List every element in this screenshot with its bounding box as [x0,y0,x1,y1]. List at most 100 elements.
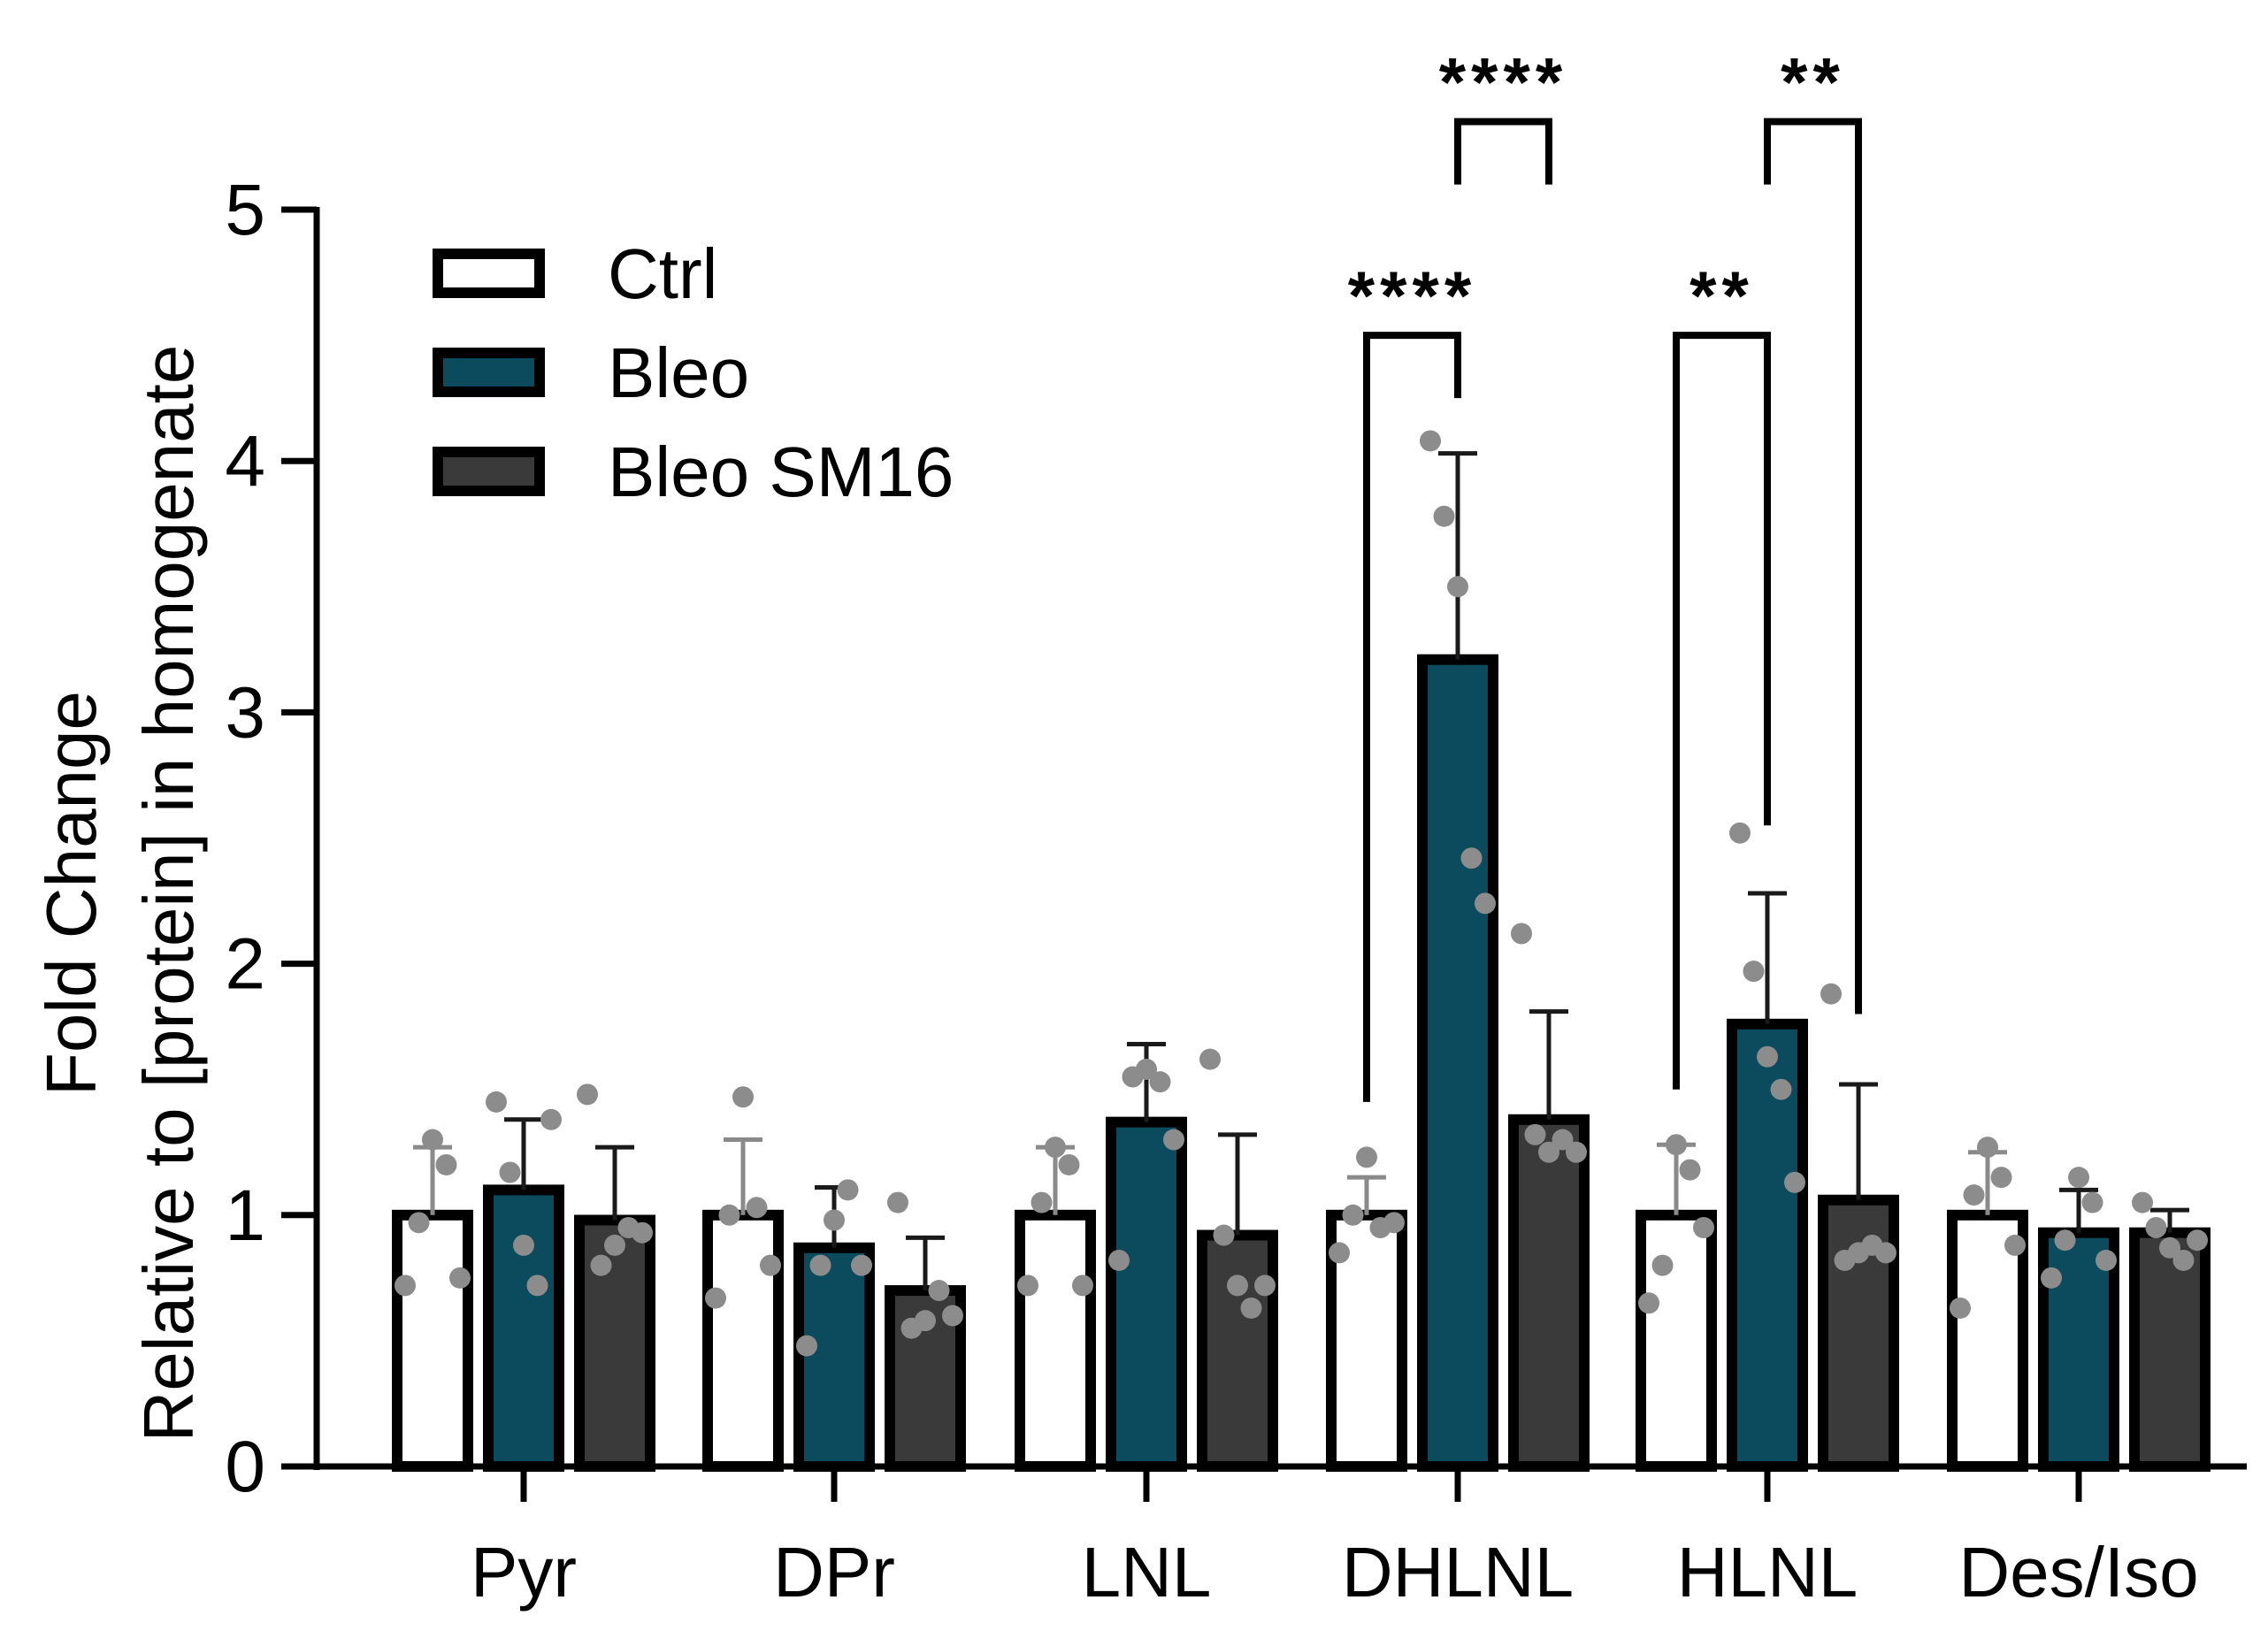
data-point [2096,1249,2117,1271]
data-point [577,1083,598,1106]
data-point [2132,1191,2153,1213]
data-point [1651,1254,1674,1276]
data-point [1163,1129,1184,1151]
axes: 0 1 2 3 4 5 Pyr DPr LNL DHLNL HLNL Des/Iso [225,170,2247,1612]
data-points [395,430,2208,1357]
data-point [1199,1048,1221,1070]
data-point [1149,1071,1171,1093]
bar-bleo-sm16 [1818,1194,1899,1473]
data-point [1524,1123,1546,1145]
data-point [1240,1297,1262,1319]
significance-label: ** [1781,43,1845,121]
data-point [499,1161,521,1183]
data-point [887,1191,908,1213]
bar-bleo [1417,654,1498,1472]
bar-bleo [1727,1018,1808,1472]
bar-bleo-sm16 [574,1214,655,1472]
significance-label: **** [1348,256,1476,334]
data-point [837,1179,859,1201]
data-point [915,1310,936,1332]
data-point [408,1212,430,1234]
data-point [1045,1137,1066,1159]
y-tick-label: 4 [225,421,265,501]
data-point [422,1129,443,1151]
data-point [1031,1191,1053,1213]
axis-labels: Fold Change Relative to [protein] in hom… [32,345,208,1443]
data-point [1820,983,1842,1005]
y-tick-label: 5 [225,170,265,250]
significance-bracket [1454,118,1552,185]
data-point [2004,1234,2026,1256]
legend-label: Bleo SM16 [608,433,954,511]
data-point [486,1091,507,1113]
x-category-label: HLNL [1677,1533,1858,1612]
significance-bracket [1673,332,1771,1090]
data-point [1342,1204,1364,1226]
data-point [395,1275,416,1297]
data-point [705,1287,726,1309]
legend-label: Bleo [608,333,749,412]
y-tick-label: 3 [225,672,265,753]
data-point [1638,1292,1659,1314]
significance-bracket [1363,332,1461,1102]
data-point [1447,576,1468,598]
data-point [1420,430,1441,452]
data-point [746,1197,768,1219]
bar-bleo [1106,1116,1187,1472]
data-point [1475,892,1496,915]
data-point [526,1275,548,1297]
y-tick-label: 0 [225,1427,265,1507]
data-point [796,1335,817,1357]
y-axis-title-line1: Fold Change [32,691,111,1096]
data-point [732,1086,754,1108]
data-point [449,1267,471,1289]
legend-swatch [433,348,545,397]
legend-label: Ctrl [608,234,717,313]
data-point [1552,1129,1574,1151]
data-point [1566,1141,1587,1163]
data-point [1254,1275,1276,1297]
data-point [2081,1191,2103,1213]
x-category-label: Pyr [471,1533,577,1612]
significance-brackets: ************ [1348,43,1862,1102]
x-category-label: DHLNL [1342,1533,1574,1612]
data-point [760,1254,781,1276]
data-point [824,1209,845,1231]
data-point [1784,1171,1805,1193]
legend-swatch [433,249,545,298]
data-point [1743,961,1765,983]
data-point [1770,1078,1792,1100]
bar-ctrl [702,1209,784,1473]
data-point [1666,1134,1687,1156]
data-point [1329,1242,1350,1264]
data-point [1227,1275,1248,1297]
data-point [2068,1167,2089,1189]
y-axis-title-line2: Relative to [protein] in homogenate [129,345,208,1443]
legend: Ctrl Bleo Bleo SM16 [433,234,954,511]
data-point [2054,1229,2076,1252]
data-point [2172,1249,2195,1271]
data-point [590,1254,612,1276]
data-point [1729,822,1751,844]
data-point [1108,1249,1130,1271]
data-point [718,1204,740,1226]
bar-ctrl [1636,1209,1717,1473]
data-point [942,1305,963,1327]
bar-bleo-sm16 [2129,1227,2211,1472]
x-category-label: LNL [1082,1533,1212,1612]
x-category-label: DPr [773,1533,895,1612]
data-point [2041,1267,2062,1289]
data-point [435,1153,457,1175]
data-point [1757,1045,1778,1068]
data-point [1679,1159,1701,1181]
data-point [1538,1141,1559,1163]
data-point [1875,1242,1896,1264]
data-point [1990,1167,2012,1189]
bar-bleo [483,1184,564,1472]
data-point [1511,923,1532,945]
data-point [2145,1217,2167,1239]
data-point [1460,847,1483,869]
y-tick-label: 1 [225,1175,265,1256]
data-point [1072,1275,1093,1297]
